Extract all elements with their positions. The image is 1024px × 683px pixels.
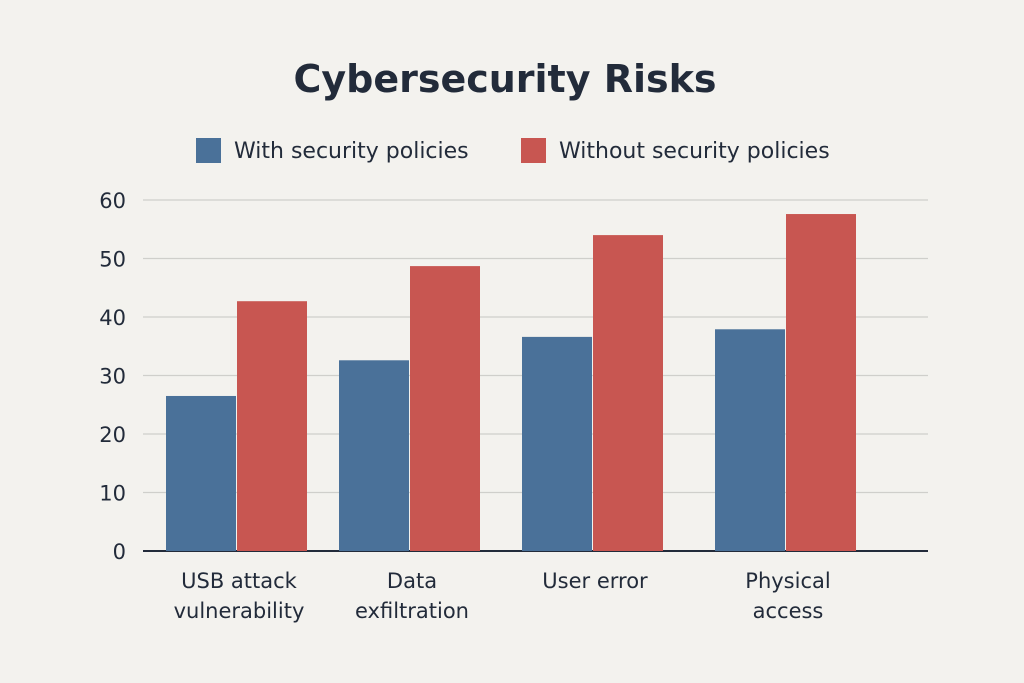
bar-without-policies — [410, 266, 480, 551]
y-tick-label: 40 — [99, 306, 126, 330]
legend-swatch-with — [196, 138, 221, 163]
legend-label-without: Without security policies — [559, 139, 830, 164]
bar-with-policies — [166, 395, 236, 551]
bar-with-policies — [715, 329, 785, 551]
legend-label-with: With security policies — [234, 139, 469, 164]
bar-with-policies — [522, 336, 592, 551]
x-category-label: exfiltration — [355, 599, 469, 623]
x-category-label: User error — [542, 569, 648, 593]
bar-without-policies — [593, 235, 663, 551]
legend-swatch-without — [521, 138, 546, 163]
bar-with-policies — [339, 360, 409, 551]
y-tick-label: 0 — [113, 540, 126, 564]
x-category-label: Physical — [745, 569, 830, 593]
bar-without-policies — [237, 301, 307, 551]
x-category-label: vulnerability — [174, 599, 305, 623]
chart-title: Cybersecurity Risks — [293, 57, 716, 101]
y-tick-label: 20 — [99, 423, 126, 447]
y-tick-label: 10 — [99, 482, 126, 506]
y-tick-label: 50 — [99, 248, 126, 272]
y-tick-label: 60 — [99, 189, 126, 213]
y-tick-label: 30 — [99, 365, 126, 389]
legend: With security policies Without security … — [196, 138, 830, 164]
x-category-label: USB attack — [181, 569, 298, 593]
x-category-label: access — [753, 599, 824, 623]
bar-without-policies — [786, 214, 856, 552]
x-category-label: Data — [387, 569, 437, 593]
